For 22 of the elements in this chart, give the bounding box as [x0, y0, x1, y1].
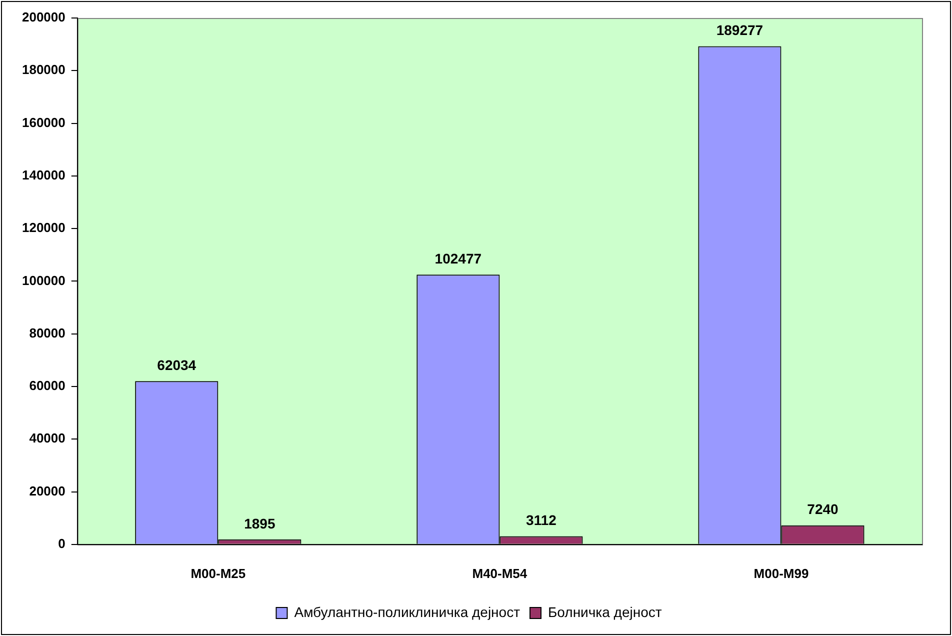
y-tick-label: 140000 — [22, 168, 66, 182]
x-tick-label: M00-M25 — [190, 566, 246, 581]
legend-label: Болничка дејност — [548, 604, 662, 620]
x-tick-label: M40-M54 — [472, 566, 528, 581]
data-label: 3112 — [526, 512, 557, 528]
y-tick-label: 0 — [58, 536, 66, 551]
data-label: 62034 — [157, 356, 196, 373]
data-label: 1895 — [244, 515, 276, 532]
x-tick-label: M00-M99 — [754, 566, 809, 581]
y-tick-label: 200000 — [22, 10, 66, 25]
data-label: 102477 — [434, 250, 482, 267]
legend-label: Амбулантно-поликлиничка дејност — [294, 604, 521, 620]
y-tick-label: 180000 — [22, 62, 66, 78]
y-tick-label: 120000 — [22, 220, 66, 236]
y-tick-label: 20000 — [29, 483, 66, 498]
y-tick-label: 100000 — [22, 272, 66, 288]
y-tick-label: 80000 — [29, 325, 66, 340]
data-label: 189277 — [716, 22, 764, 38]
y-tick-label: 160000 — [22, 114, 66, 130]
data-label: 7240 — [807, 501, 839, 518]
y-tick-label: 60000 — [29, 378, 66, 394]
y-tick-label: 40000 — [29, 430, 66, 446]
